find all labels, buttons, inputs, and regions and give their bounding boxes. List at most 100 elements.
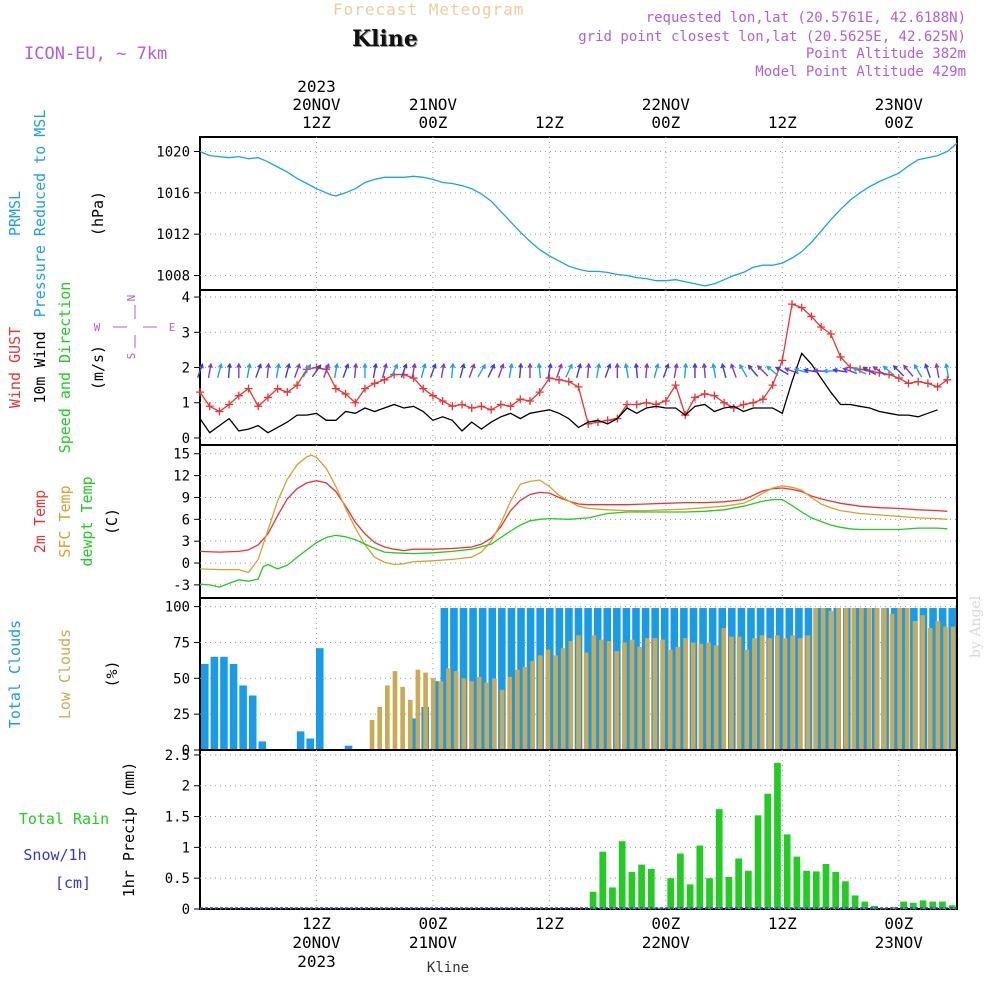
y-tick-label: 12 bbox=[173, 469, 190, 485]
low-clouds-bar bbox=[560, 648, 566, 750]
y-axis-label: Wind GUST bbox=[6, 327, 24, 408]
low-clouds-bar bbox=[629, 639, 635, 750]
wind-direction-arrow bbox=[265, 362, 271, 379]
total-clouds-bar bbox=[852, 608, 861, 750]
y-tick-label: 25 bbox=[173, 707, 190, 723]
wind-arrow-head bbox=[862, 366, 868, 372]
footer-station-label: Kline bbox=[427, 960, 469, 976]
gust-marker bbox=[293, 381, 302, 390]
wind-arrow-head bbox=[623, 362, 629, 369]
wind-arrow-shaft bbox=[653, 364, 659, 378]
bottom-axis-date: 23NOV bbox=[875, 933, 924, 952]
station-name: Kline bbox=[352, 26, 418, 52]
low-clouds-bar bbox=[515, 669, 520, 750]
wind-direction-arrow bbox=[793, 367, 809, 374]
wind-arrow-head bbox=[882, 365, 888, 371]
wind-direction-arrow bbox=[913, 363, 923, 378]
low-clouds-bar bbox=[843, 608, 849, 750]
snow-label: Snow/1h bbox=[23, 846, 86, 864]
bottom-axis-year: 2023 bbox=[297, 952, 336, 971]
wind-direction-arrow bbox=[527, 362, 533, 379]
wind-arrow-head bbox=[756, 365, 762, 371]
total-clouds-bar bbox=[555, 608, 564, 750]
wind-arrow-shaft bbox=[853, 367, 867, 375]
gust-marker bbox=[710, 391, 719, 400]
wind-direction-arrow bbox=[756, 365, 769, 377]
low-clouds-bar bbox=[790, 635, 795, 750]
rain-bar bbox=[948, 905, 956, 909]
gust-marker bbox=[904, 379, 913, 388]
wind-direction-arrow bbox=[662, 363, 670, 378]
low-clouds-bar bbox=[392, 671, 398, 750]
wind-arrow-head bbox=[450, 362, 456, 368]
low-clouds-bar bbox=[943, 626, 948, 750]
total-clouds-bar bbox=[517, 608, 525, 750]
wind-arrow-shaft bbox=[576, 364, 581, 378]
series-line-wind bbox=[199, 352, 938, 434]
y-tick-label: 2.5 bbox=[165, 748, 190, 764]
wind-arrow-shaft bbox=[604, 364, 611, 378]
rain-bar bbox=[861, 901, 869, 909]
panel-frame-pressure bbox=[199, 136, 958, 291]
low-clouds-bar bbox=[400, 686, 405, 750]
low-clouds-bar bbox=[767, 638, 772, 750]
low-clouds-bar bbox=[622, 642, 627, 750]
gust-marker bbox=[632, 400, 641, 409]
top-axis-date: 22NOV bbox=[642, 95, 691, 114]
wind-direction-arrow bbox=[903, 364, 914, 377]
wind-arrow-head bbox=[842, 367, 848, 373]
gust-marker bbox=[283, 388, 292, 397]
wind-direction-arrow bbox=[701, 362, 707, 379]
low-clouds-bar bbox=[583, 652, 589, 750]
y-axis-label: dewpt Temp bbox=[78, 476, 96, 566]
low-clouds-bar bbox=[721, 628, 727, 750]
gust-marker bbox=[788, 300, 797, 309]
wind-arrow-shaft bbox=[284, 364, 290, 378]
wind-direction-arrow bbox=[596, 362, 602, 379]
gust-marker bbox=[836, 352, 845, 361]
gust-marker bbox=[749, 398, 758, 407]
rain-bar bbox=[696, 845, 704, 909]
wind-arrow-head bbox=[460, 362, 466, 369]
y-tick-label: 1 bbox=[182, 396, 190, 412]
wind-direction-arrow bbox=[497, 363, 505, 378]
total-clouds-bar bbox=[258, 741, 267, 750]
rain-bar bbox=[599, 851, 607, 909]
rain-bar bbox=[793, 856, 801, 909]
low-clouds-bar bbox=[507, 676, 513, 750]
gust-marker bbox=[438, 396, 447, 405]
low-clouds-bar bbox=[553, 655, 558, 750]
total-clouds-bar bbox=[440, 608, 449, 750]
low-clouds-bar bbox=[774, 635, 780, 750]
wind-direction-arrow bbox=[400, 363, 408, 378]
compass-west: W bbox=[94, 321, 101, 334]
top-axis-hour: 12Z bbox=[535, 113, 564, 132]
wind-arrow-shaft bbox=[487, 364, 495, 378]
low-clouds-bar bbox=[713, 645, 719, 750]
wind-direction-arrow bbox=[518, 362, 524, 379]
wind-arrow-shaft bbox=[893, 365, 905, 377]
low-clouds-bar bbox=[859, 608, 864, 750]
wind-direction-arrow bbox=[882, 365, 895, 377]
low-clouds-bar bbox=[522, 666, 528, 750]
gust-marker bbox=[205, 402, 214, 411]
wind-arrow-head bbox=[382, 362, 388, 369]
wind-arrow-shaft bbox=[785, 367, 799, 375]
low-clouds-bar bbox=[736, 636, 742, 750]
low-clouds-bar bbox=[759, 635, 765, 750]
low-clouds-bar bbox=[950, 626, 956, 750]
wind-arrow-head bbox=[606, 363, 612, 369]
y-axis-label: (hPa) bbox=[89, 191, 107, 236]
wind-arrow-head bbox=[934, 362, 940, 369]
wind-arrow-head bbox=[217, 362, 223, 369]
wind-arrow-head bbox=[372, 362, 378, 369]
wind-arrow-head bbox=[664, 363, 670, 369]
low-clouds-bar bbox=[484, 682, 490, 750]
wind-arrow-head bbox=[644, 362, 650, 368]
y-tick-label: 2 bbox=[182, 779, 190, 795]
wind-arrow-head bbox=[411, 362, 417, 369]
wind-arrow-head bbox=[344, 363, 350, 369]
gust-marker bbox=[758, 395, 767, 404]
bottom-axis-hour: 12Z bbox=[535, 914, 564, 933]
wind-arrow-head bbox=[470, 363, 476, 369]
